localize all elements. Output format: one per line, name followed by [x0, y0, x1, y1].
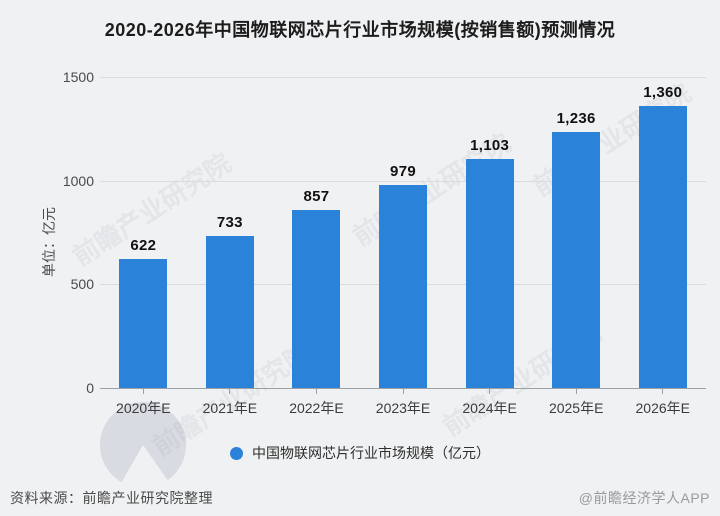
data-source-text: 资料来源：前瞻产业研究院整理 [10, 490, 213, 506]
bar [379, 185, 428, 388]
bar-value-label: 979 [390, 163, 416, 180]
bar [465, 159, 514, 388]
y-axis-unit-label: 单位：亿元 [41, 207, 57, 277]
bar-value-label: 733 [216, 214, 243, 231]
gridline [100, 77, 706, 78]
bar-group: 733 [187, 77, 274, 388]
x-tick-mark [489, 389, 491, 394]
x-axis-cell: 2026年E [619, 389, 706, 418]
x-tick-label: 2025年E [548, 400, 604, 416]
bar-group: 1,236 [533, 77, 620, 388]
legend-marker-icon [230, 446, 243, 460]
x-tick-mark [402, 389, 404, 394]
credit-text: @前瞻经济学人APP [578, 490, 710, 506]
bar-value-label: 857 [303, 188, 330, 205]
bar-value-label: 622 [130, 237, 157, 254]
x-tick-mark [142, 389, 144, 394]
bar-group: 979 [360, 77, 447, 388]
x-tick-label: 2026年E [635, 400, 690, 416]
y-tick-label: 0 [86, 380, 94, 396]
bar-group: 857 [273, 77, 360, 388]
x-tick-label: 2022年E [289, 400, 344, 416]
bar [552, 132, 601, 388]
bar-group: 1,103 [446, 77, 533, 388]
bar [205, 236, 254, 388]
x-axis-cell: 2022年E [273, 389, 360, 418]
bar-value-label: 1,360 [643, 84, 683, 101]
x-axis-cell: 2025年E [533, 389, 620, 418]
bar [119, 259, 168, 388]
x-tick-label: 2020年E [116, 400, 171, 416]
bar-value-label: 1,236 [556, 110, 596, 127]
x-axis-cell: 2023年E [360, 389, 447, 418]
bar-series: 622 733 857 979 1,103 1,236 1,360 [100, 77, 706, 388]
x-tick-mark [662, 389, 664, 394]
bar-group: 622 [100, 77, 187, 388]
gridline [100, 180, 706, 182]
x-tick-mark [229, 389, 231, 394]
x-axis: 2020年E 2021年E 2022年E 2023年E 2024年E 2025年E 2026… [100, 389, 706, 418]
legend: 中国物联网芯片行业市场规模（亿元） [0, 443, 720, 463]
legend-label: 中国物联网芯片行业市场规模（亿元） [252, 445, 490, 461]
y-tick-label: 1500 [62, 69, 94, 85]
y-tick-label: 500 [70, 276, 94, 293]
x-axis-cell: 2021年E [187, 389, 274, 418]
bar-value-label: 1,103 [470, 137, 510, 154]
x-tick-label: 2024年E [462, 400, 517, 416]
plot-area: 622 733 857 979 1,103 1,236 1,360 [100, 77, 706, 389]
x-tick-mark [315, 389, 317, 394]
bar [292, 210, 341, 388]
x-tick-mark [575, 389, 577, 394]
x-tick-label: 2023年E [375, 400, 431, 416]
x-axis-cell: 2020年E [100, 389, 187, 418]
footer: 资料来源：前瞻产业研究院整理 @前瞻经济学人APP [0, 488, 720, 508]
x-tick-label: 2021年E [202, 400, 258, 416]
chart-title: 2020-2026年中国物联网芯片行业市场规模(按销售额)预测情况 [104, 20, 616, 40]
bar [638, 106, 687, 388]
bar-group: 1,360 [619, 77, 706, 388]
y-tick-label: 1000 [62, 172, 94, 189]
x-axis-cell: 2024年E [446, 389, 533, 418]
